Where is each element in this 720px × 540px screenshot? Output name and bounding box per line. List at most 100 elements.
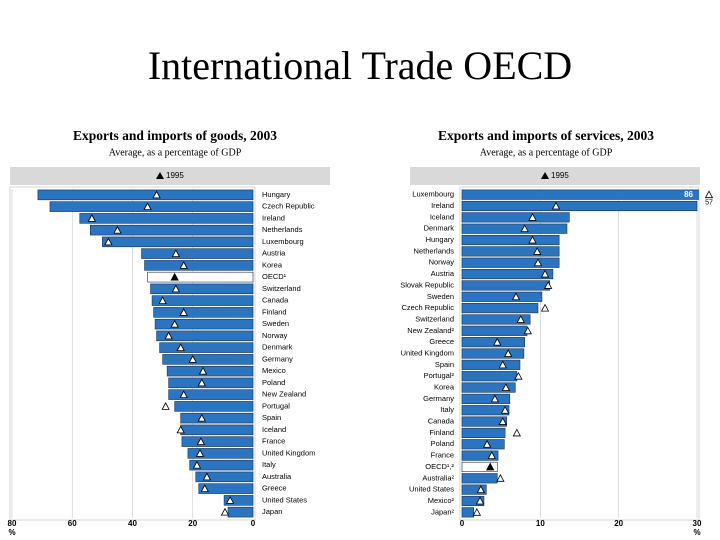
marker-1995 xyxy=(475,496,485,505)
value-label: 86 xyxy=(684,190,693,199)
bar xyxy=(37,189,254,201)
category-label: Spain xyxy=(435,360,454,369)
bar xyxy=(461,371,518,382)
bar xyxy=(461,461,498,473)
marker-1995 xyxy=(188,355,197,363)
x-tick-label: 0 xyxy=(251,519,256,528)
category-label: United Kingdom xyxy=(401,348,454,357)
bar xyxy=(151,295,254,306)
marker-1995 xyxy=(500,405,510,414)
x-tick-label: 40 xyxy=(128,519,137,528)
marker-1995 xyxy=(113,225,122,234)
category-label: Ireland xyxy=(262,213,285,222)
bar xyxy=(461,246,560,257)
bar xyxy=(102,236,254,248)
bar xyxy=(181,436,254,447)
marker-1995 xyxy=(198,366,208,375)
bar xyxy=(166,365,254,377)
marker-1995 xyxy=(195,449,205,457)
category-label: Netherlands xyxy=(262,225,303,234)
category-label: Netherlands xyxy=(414,246,455,255)
bar xyxy=(461,427,506,438)
marker-1995 xyxy=(171,284,181,293)
legend-box xyxy=(10,167,330,185)
marker-1995 xyxy=(179,390,188,399)
category-label: Denmark xyxy=(262,343,293,352)
marker-1995 xyxy=(176,343,185,352)
bar xyxy=(198,483,254,494)
category-label: Luxembourg xyxy=(262,237,304,246)
bar xyxy=(162,354,254,365)
category-label: Italy xyxy=(440,405,454,414)
bar xyxy=(461,348,525,359)
marker-1995 xyxy=(161,402,170,410)
marker-1995 xyxy=(171,249,181,258)
marker-1995 xyxy=(170,272,179,281)
chart-subtitle: Average, as a percentage of GDP xyxy=(480,147,613,158)
marker-1995 xyxy=(170,319,179,328)
marker-1995 xyxy=(540,269,550,278)
marker-1995 xyxy=(512,428,522,437)
category-label: Iceland xyxy=(430,212,454,221)
category-label: OECD¹,² xyxy=(425,462,454,471)
category-label: Hungary xyxy=(262,190,291,199)
bar xyxy=(189,459,254,471)
marker-1995 xyxy=(528,235,537,244)
slide-title: International Trade OECD xyxy=(148,43,572,88)
x-unit: % xyxy=(8,528,15,537)
category-label: New Zealand² xyxy=(407,326,454,335)
marker-1995 xyxy=(476,485,485,494)
bar xyxy=(461,234,560,246)
marker-1995 xyxy=(704,190,714,199)
bar xyxy=(461,257,560,268)
category-label: Greece xyxy=(262,484,287,493)
bar xyxy=(159,342,254,353)
marker-1995 xyxy=(498,417,507,425)
marker-1995 xyxy=(197,378,206,387)
category-label: United States xyxy=(409,485,454,494)
bars xyxy=(37,189,254,518)
bar xyxy=(156,330,254,342)
category-label: Canada xyxy=(428,417,455,426)
marker-1995 xyxy=(87,214,97,222)
category-label: Iceland xyxy=(262,425,286,434)
marker-1995 xyxy=(192,460,202,469)
marker-1995 xyxy=(143,202,152,211)
marker-1995 xyxy=(104,237,113,246)
category-label: Mexico xyxy=(262,366,286,375)
category-label: Finland xyxy=(262,307,287,316)
bar xyxy=(461,314,531,325)
marker-1995 xyxy=(504,349,513,357)
bar xyxy=(461,495,485,507)
category-label: United Kingdom xyxy=(262,448,315,457)
bars xyxy=(461,189,699,518)
x-tick-label: 20 xyxy=(188,519,197,528)
category-label: France xyxy=(262,437,285,446)
category-label: Sweden xyxy=(427,292,454,301)
category-label: Ireland xyxy=(431,201,454,210)
x-tick-label: 80 xyxy=(8,519,17,528)
marker-1995 xyxy=(490,394,500,403)
bar xyxy=(90,224,254,236)
category-label: Switzerland xyxy=(415,314,454,323)
category-label: Czech Republic xyxy=(401,303,454,312)
marker-1995 xyxy=(520,224,529,233)
bar xyxy=(461,303,539,314)
marker-1995 xyxy=(523,326,532,335)
x-tick-label: 10 xyxy=(536,519,545,528)
category-label: Slovak Republic xyxy=(400,280,454,289)
marker-1995 xyxy=(551,201,561,210)
bar xyxy=(461,359,521,370)
category-label: Australia xyxy=(262,472,292,481)
bar xyxy=(461,484,487,495)
category-label: Japan xyxy=(262,507,282,516)
bar xyxy=(223,495,254,506)
bar xyxy=(153,307,254,318)
legend-marker xyxy=(541,172,549,179)
marker-1995 xyxy=(516,315,525,323)
bar xyxy=(154,318,254,330)
chart-title: Exports and imports of services, 2003 xyxy=(438,128,654,143)
marker-1995 xyxy=(493,337,502,346)
bar xyxy=(79,213,254,224)
